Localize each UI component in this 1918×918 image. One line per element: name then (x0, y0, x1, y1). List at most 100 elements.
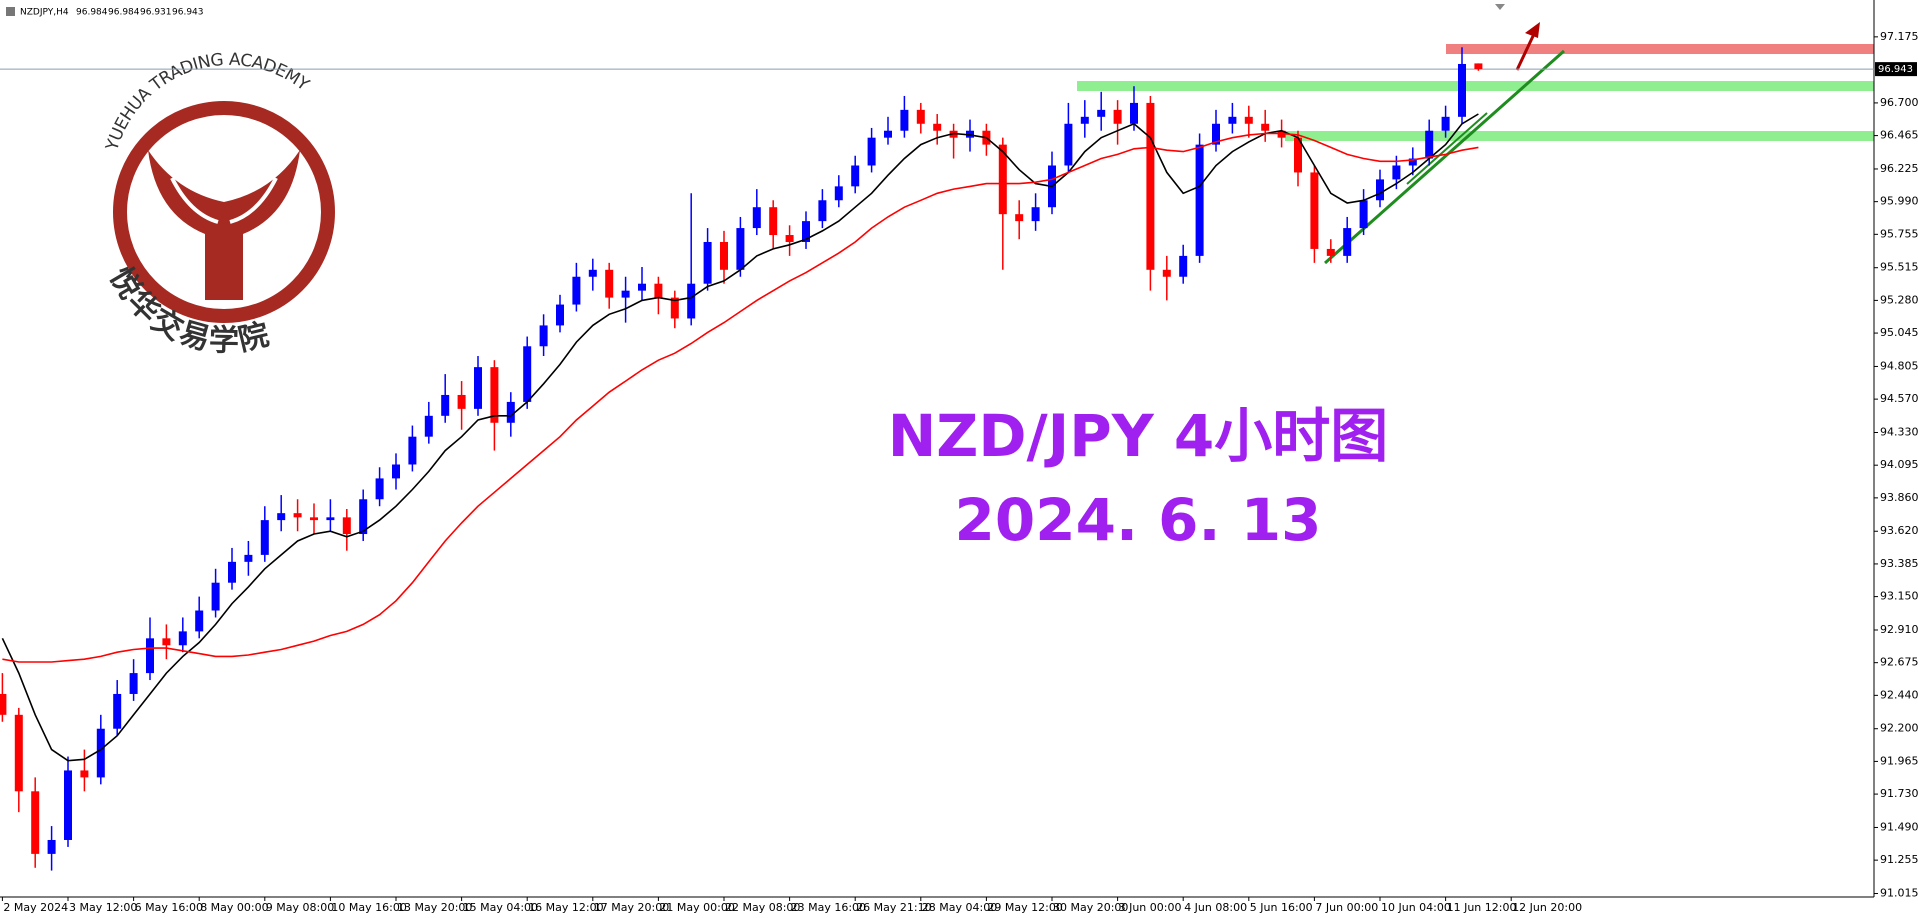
candle-body (900, 109, 909, 131)
candle-body (834, 186, 843, 201)
candle-body (1425, 130, 1434, 159)
moving-average (1, 113, 1479, 762)
candle-body (424, 415, 433, 437)
candle-body (1064, 123, 1073, 166)
x-tick-label: 12 Jun 20:00 (1512, 901, 1582, 914)
candle-body (556, 304, 564, 326)
candle-body (867, 137, 876, 166)
candle-body (736, 228, 745, 270)
candle-body (178, 631, 187, 646)
y-tick-label: 96.225 (1880, 162, 1918, 175)
moving-average (2, 132, 1479, 663)
candle-body (703, 241, 712, 284)
candle-body (146, 638, 154, 674)
y-tick-label: 93.385 (1880, 557, 1918, 570)
candle-body (260, 520, 269, 555)
candle-body (802, 221, 810, 242)
logo-mark-inner (170, 177, 278, 224)
x-tick-label: 2 May 2024 (3, 901, 68, 914)
arrow-head (1525, 22, 1540, 38)
x-tick-label: 17 May 20:00 (594, 901, 669, 914)
x-tick-label: 28 May 04:00 (922, 901, 997, 914)
symbol: NZDJPY,H4 (20, 8, 69, 18)
candle-body (539, 325, 548, 347)
candle-body (441, 394, 450, 416)
y-tick-label: 96.465 (1880, 129, 1918, 142)
candle-body (244, 554, 253, 562)
candle-body (654, 283, 663, 298)
candle-body (47, 839, 56, 854)
support-zone (1077, 81, 1874, 91)
y-tick-label: 91.015 (1880, 887, 1918, 900)
candle-body (851, 165, 860, 187)
candle-body (1080, 116, 1089, 124)
y-tick-label: 93.860 (1880, 491, 1918, 504)
candle-body (523, 346, 532, 402)
candle-body (1359, 200, 1368, 229)
y-tick-label: 94.805 (1880, 359, 1918, 372)
candle-body (1015, 214, 1024, 222)
ohlc-high: 96.984 (108, 8, 140, 18)
trend-line (1406, 112, 1488, 185)
candle-body (113, 693, 122, 729)
candle-body (1031, 207, 1040, 222)
y-tick-label: 92.910 (1880, 623, 1918, 636)
candle-body (31, 791, 40, 854)
candle-body (916, 109, 925, 124)
candle-body (293, 513, 302, 518)
candle-body (1261, 123, 1270, 131)
candle-body (1458, 63, 1466, 117)
y-tick-label: 91.730 (1880, 787, 1918, 800)
y-tick-label: 94.095 (1880, 458, 1918, 471)
candle-body (588, 269, 597, 277)
candle-body (490, 367, 499, 423)
candle-body (326, 517, 335, 521)
candle-body (1326, 248, 1335, 256)
x-tick-label: 30 May 20:00 (1053, 901, 1128, 914)
resistance-zone (1446, 44, 1874, 54)
candle-body (752, 207, 761, 229)
candle-body (162, 638, 171, 646)
candle-body (605, 269, 614, 298)
support-zone (1285, 131, 1874, 141)
candle-body (998, 144, 1007, 215)
y-tick-label: 91.490 (1880, 820, 1918, 833)
candle-body (310, 517, 318, 521)
ohlc-open: 96.984 (76, 8, 108, 18)
candle-body (408, 436, 417, 465)
header-icon (6, 7, 15, 16)
candle-body (818, 200, 827, 222)
candle-body (96, 728, 105, 778)
candle-body (933, 123, 942, 131)
candle-body (1195, 144, 1204, 256)
x-tick-label: 7 Jun 00:00 (1315, 901, 1378, 914)
y-tick-label: 95.515 (1880, 261, 1918, 274)
candle-body (228, 561, 236, 583)
candle-body (1244, 116, 1253, 124)
y-tick-label: 91.255 (1880, 853, 1918, 866)
candle-body (1376, 179, 1384, 201)
y-tick-label: 92.200 (1880, 722, 1918, 735)
shift-marker (1495, 4, 1505, 10)
candle-body (80, 770, 89, 778)
x-tick-label: 21 May 00:00 (659, 901, 734, 914)
candle-body (1097, 109, 1106, 117)
candle-body (1408, 158, 1417, 166)
candle-body (1474, 63, 1483, 70)
candle-body (1441, 116, 1450, 131)
ohlc-low: 96.931 (140, 8, 172, 18)
candle-body (769, 207, 778, 236)
y-tick-label: 94.570 (1880, 392, 1918, 405)
y-tick-label: 94.330 (1880, 426, 1918, 439)
x-tick-label: 15 May 04:00 (463, 901, 538, 914)
x-tick-label: 9 May 08:00 (266, 901, 334, 914)
x-tick-label: 3 Jun 00:00 (1119, 901, 1182, 914)
candle-body (1294, 137, 1302, 173)
candle-body (638, 283, 646, 291)
y-tick-label: 93.620 (1880, 524, 1918, 537)
candle-body (1212, 123, 1220, 145)
candle-body (1146, 102, 1155, 270)
x-tick-label: 6 May 16:00 (135, 901, 203, 914)
